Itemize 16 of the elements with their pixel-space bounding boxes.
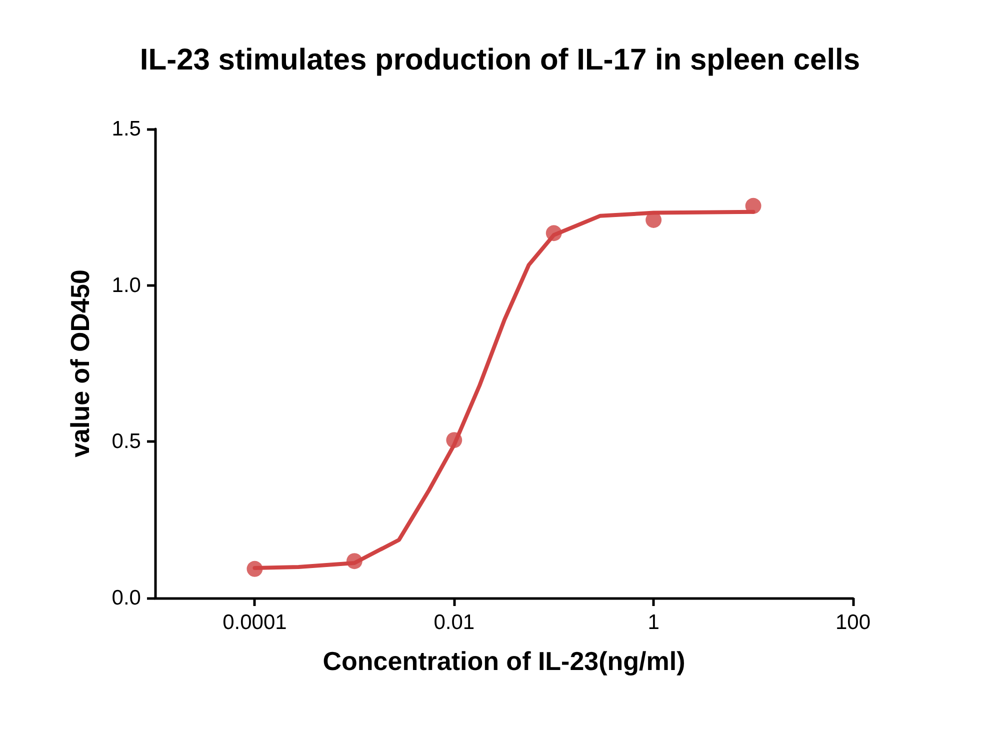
chart-title: IL-23 stimulates production of IL-17 in spleen cells — [140, 44, 860, 76]
x-tick-label: 0.01 — [434, 611, 475, 634]
x-tick-label: 100 — [835, 611, 871, 634]
y-tick-label: 0.5 — [112, 430, 141, 454]
x-tick-label: 0.0001 — [222, 611, 287, 634]
point — [246, 560, 263, 577]
x-tick-label: 1 — [648, 611, 660, 634]
point — [745, 198, 762, 214]
point — [346, 553, 362, 570]
y-axis-title: value of OD450 — [65, 270, 95, 458]
y-tick-label: 1.5 — [112, 118, 141, 140]
point — [546, 225, 562, 242]
y-tick-label: 0.0 — [112, 586, 141, 610]
y-tick-label: 1.0 — [112, 274, 141, 297]
x-axis-title: Concentration of IL-23(ng/ml) — [322, 646, 686, 676]
point — [446, 432, 462, 448]
